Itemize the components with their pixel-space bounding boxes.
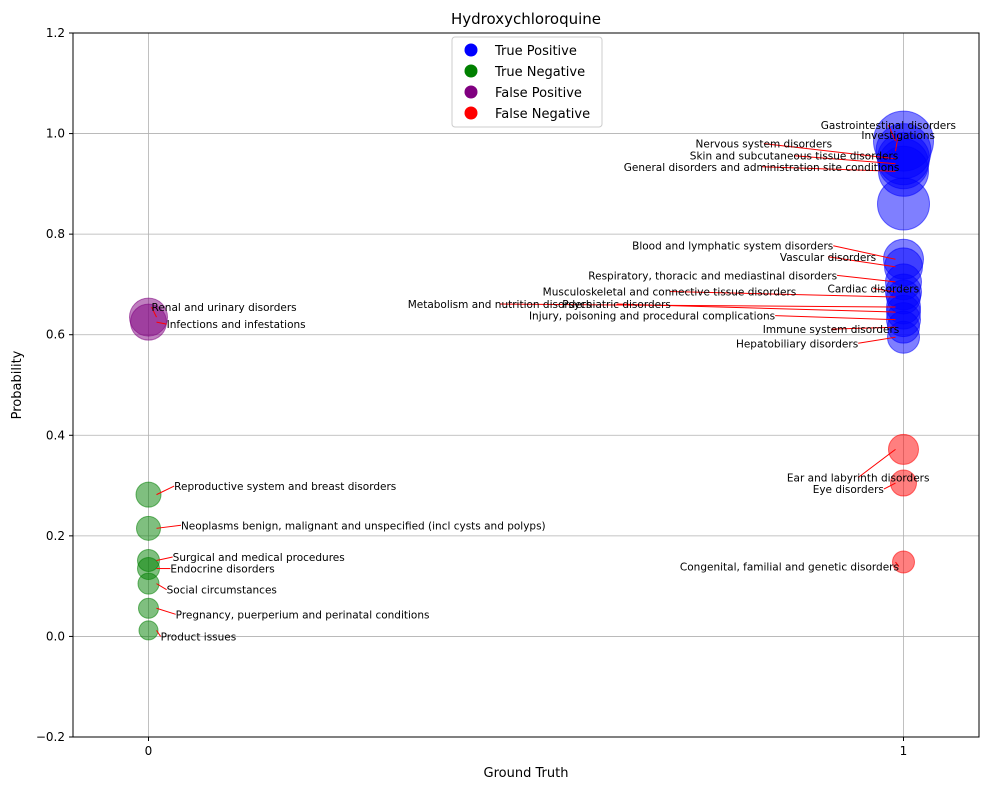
annotation-nervous-system-disorders: Nervous system disorders: [696, 139, 833, 151]
point-hepatobiliary-disorders: [887, 320, 920, 354]
y-tick-label: 0.8: [46, 227, 65, 241]
legend-label-true-positive: True Positive: [494, 44, 577, 59]
point-infections-and-infestations: [130, 303, 167, 341]
point-unlabeled: [877, 177, 930, 231]
annotation-product-issues: Product issues: [161, 631, 237, 643]
point-ear-and-labyrinth-disorders: [888, 433, 919, 465]
annotation-metabolism-and-nutrition-disorders: Metabolism and nutrition disorders: [408, 299, 592, 311]
annotation-blood-and-lymphatic-system-disorders: Blood and lymphatic system disorders: [632, 241, 833, 253]
y-tick-label: 0.2: [46, 529, 65, 543]
annotation-line: [156, 524, 182, 529]
annotation-vascular-disorders: Vascular disorders: [780, 252, 876, 264]
annotation-respiratory-thoracic-and-mediastinal-disorders: Respiratory, thoracic and mediastinal di…: [588, 270, 837, 282]
legend-marker-true-positive: [464, 43, 478, 57]
annotation-general-disorders-and-administration-site-conditions: General disorders and administration sit…: [624, 162, 900, 174]
point-eye-disorders: [890, 469, 917, 497]
annotation-pregnancy-puerperium-and-perinatal-conditions: Pregnancy, puerperium and perinatal cond…: [176, 609, 430, 621]
annotation-surgical-and-medical-procedures: Surgical and medical procedures: [173, 552, 345, 564]
point-product-issues: [138, 620, 159, 641]
point-congenital-familial-and-genetic-disorders: [892, 550, 915, 574]
annotation-line: [883, 482, 896, 490]
annotation-eye-disorders: Eye disorders: [813, 484, 884, 496]
annotation-renal-and-urinary-disorders: Renal and urinary disorders: [152, 302, 297, 314]
annotation-immune-system-disorders: Immune system disorders: [763, 324, 899, 336]
annotation-skin-and-subcutaneous-tissue-disorders: Skin and subcutaneous tissue disorders: [690, 151, 898, 163]
annotation-line: [156, 485, 175, 496]
annotation-line: [887, 124, 896, 142]
legend-label-false-negative: False Negative: [495, 107, 590, 122]
axis-ticks: 0 1 −0.2 0.0 0.2 0.4 0.6 0.8 1.0 1.2: [36, 26, 907, 758]
y-tick-label: 0.6: [46, 328, 65, 342]
annotation-reproductive-system-and-breast-disorders: Reproductive system and breast disorders: [174, 481, 396, 493]
x-tick-label: 1: [900, 744, 908, 758]
point-annotations: Gastrointestinal disordersInvestigations…: [151, 120, 956, 643]
annotation-line: [895, 561, 900, 567]
point-social-circumstances: [137, 572, 160, 595]
annotation-line: [499, 303, 896, 308]
annotation-injury-poisoning-and-procedural-complications: Injury, poisoning and procedural complic…: [529, 311, 775, 323]
y-tick-label: −0.2: [36, 730, 65, 744]
annotation-ear-and-labyrinth-disorders: Ear and labyrinth disorders: [787, 473, 930, 485]
annotation-line: [858, 336, 896, 344]
annotation-line: [616, 303, 896, 313]
x-tick-label: 0: [145, 744, 153, 758]
x-axis-label: Ground Truth: [484, 766, 569, 781]
annotation-line: [873, 287, 896, 293]
annotation-line: [833, 245, 896, 260]
annotation-line: [156, 630, 161, 637]
annotation-line: [837, 274, 896, 283]
annotation-line: [156, 583, 167, 591]
annotation-neoplasms-benign-malignant-and-unspecified-incl-cysts-and-polyps: Neoplasms benign, malignant and unspecif…: [181, 520, 546, 532]
annotation-social-circumstances: Social circumstances: [167, 585, 277, 597]
data-points: [129, 110, 934, 641]
annotation-line: [793, 155, 896, 165]
annotation-endocrine-disorders: Endocrine disorders: [170, 564, 274, 576]
y-tick-label: 1.0: [46, 127, 65, 141]
legend-box: [451, 36, 603, 128]
annotation-line: [156, 321, 167, 325]
annotation-line: [761, 166, 896, 172]
y-tick-label: 1.2: [46, 26, 65, 40]
annotation-psychiatric-disorders: Psychiatric disorders: [562, 299, 671, 311]
annotation-cardiac-disorders: Cardiac disorders: [828, 283, 920, 295]
legend-marker-true-negative: [464, 64, 478, 78]
annotation-line: [763, 143, 896, 160]
annotation-infections-and-infestations: Infections and infestations: [167, 319, 306, 331]
legend-marker-false-positive: [464, 85, 478, 99]
point-reproductive-system-and-breast-disorders: [135, 481, 162, 508]
annotation-line: [895, 134, 899, 152]
y-axis-label: Probability: [10, 350, 25, 419]
annotation-line: [775, 315, 896, 321]
y-tick-label: 0.4: [46, 428, 65, 442]
annotation-line: [831, 326, 896, 330]
legend: True Positive True Negative False Positive…: [451, 36, 603, 128]
legend-marker-false-negative: [464, 106, 478, 120]
y-tick-label: 0.0: [46, 629, 65, 643]
point-pregnancy-puerperium-and-perinatal-conditions: [138, 597, 159, 619]
annotation-gastrointestinal-disorders: Gastrointestinal disorders: [821, 120, 956, 132]
annotation-musculoskeletal-and-connective-tissue-disorders: Musculoskeletal and connective tissue di…: [543, 286, 797, 298]
annotation-line: [151, 306, 157, 318]
plot-frame: [72, 32, 980, 738]
legend-label-true-negative: True Negative: [494, 65, 585, 80]
annotation-line: [827, 256, 896, 268]
annotation-investigations: Investigations: [861, 130, 935, 142]
annotation-line: [156, 607, 176, 615]
annotation-line: [156, 556, 173, 561]
annotation-hepatobiliary-disorders: Hepatobiliary disorders: [736, 338, 858, 350]
annotation-line: [857, 448, 896, 478]
legend-label-false-positive: False Positive: [495, 86, 582, 101]
annotation-line: [669, 290, 896, 298]
annotation-congenital-familial-and-genetic-disorders: Congenital, familial and genetic disorde…: [680, 562, 899, 574]
chart-title: Hydroxychloroquine: [451, 10, 601, 28]
